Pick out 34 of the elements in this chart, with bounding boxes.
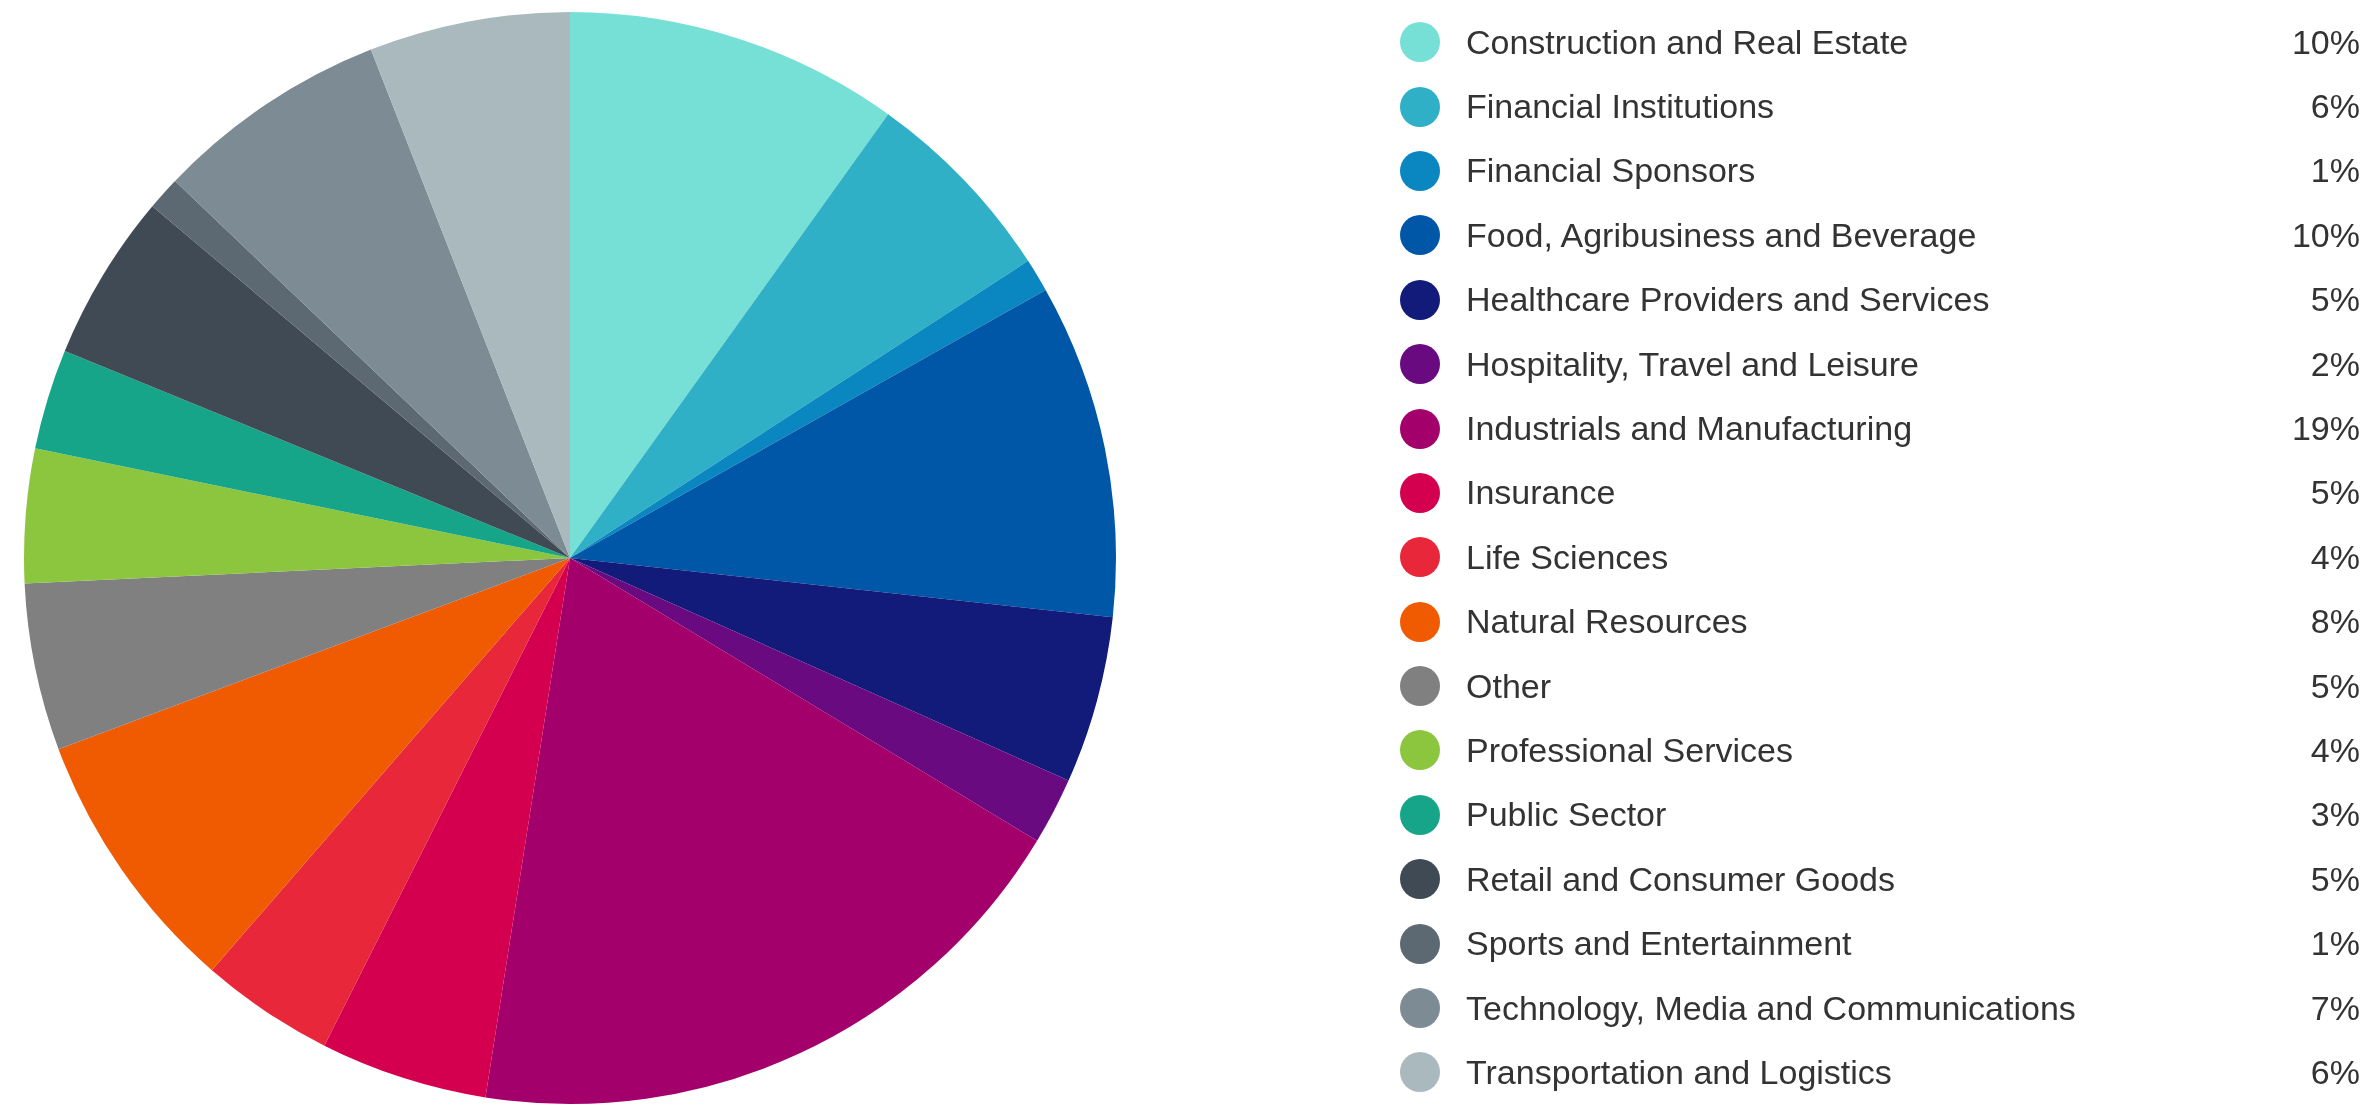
data-label: 6% bbox=[2310, 87, 2360, 127]
data-label: 5% bbox=[2310, 666, 2360, 706]
legend-label: Industrials and Manufacturing bbox=[1466, 409, 1914, 449]
data-label: 5% bbox=[2310, 859, 2360, 899]
data-label: 1% bbox=[2310, 924, 2360, 964]
legend-label: Natural Resources bbox=[1466, 602, 1749, 642]
legend-label: Construction and Real Estate bbox=[1466, 22, 1910, 62]
legend-label: Public Sector bbox=[1466, 795, 1668, 835]
legend-label: Financial Institutions bbox=[1466, 87, 1776, 127]
legend-label: Life Sciences bbox=[1466, 537, 1670, 577]
legend-label: Financial Sponsors bbox=[1466, 151, 1757, 191]
data-label: 8% bbox=[2310, 602, 2360, 642]
legend-label: Transportation and Logistics bbox=[1466, 1052, 1893, 1092]
legend-label: Professional Services bbox=[1466, 730, 1794, 770]
data-label: 5% bbox=[2310, 473, 2360, 513]
legend-label: Insurance bbox=[1466, 473, 1617, 513]
legend-label: Healthcare Providers and Services bbox=[1466, 280, 1991, 320]
data-label: 2% bbox=[2310, 344, 2360, 384]
data-label: 5% bbox=[2310, 280, 2360, 320]
data-label: 4% bbox=[2310, 730, 2360, 770]
data-label: 10% bbox=[2291, 22, 2360, 62]
legend-label: Food, Agribusiness and Beverage bbox=[1466, 215, 1978, 255]
legend-label: Other bbox=[1466, 666, 1553, 706]
data-label: 19% bbox=[2291, 409, 2360, 449]
data-label: 6% bbox=[2310, 1052, 2360, 1092]
data-label: 10% bbox=[2291, 215, 2360, 255]
data-label: 7% bbox=[2310, 988, 2360, 1028]
legend-label: Retail and Consumer Goods bbox=[1466, 859, 1896, 899]
legend-label: Technology, Media and Communications bbox=[1466, 988, 2077, 1028]
data-label: 1% bbox=[2310, 151, 2360, 191]
legend-label: Sports and Entertainment bbox=[1466, 924, 1853, 964]
data-label: 3% bbox=[2310, 795, 2360, 835]
legend-label: Hospitality, Travel and Leisure bbox=[1466, 344, 1920, 384]
data-label: 4% bbox=[2310, 537, 2360, 577]
